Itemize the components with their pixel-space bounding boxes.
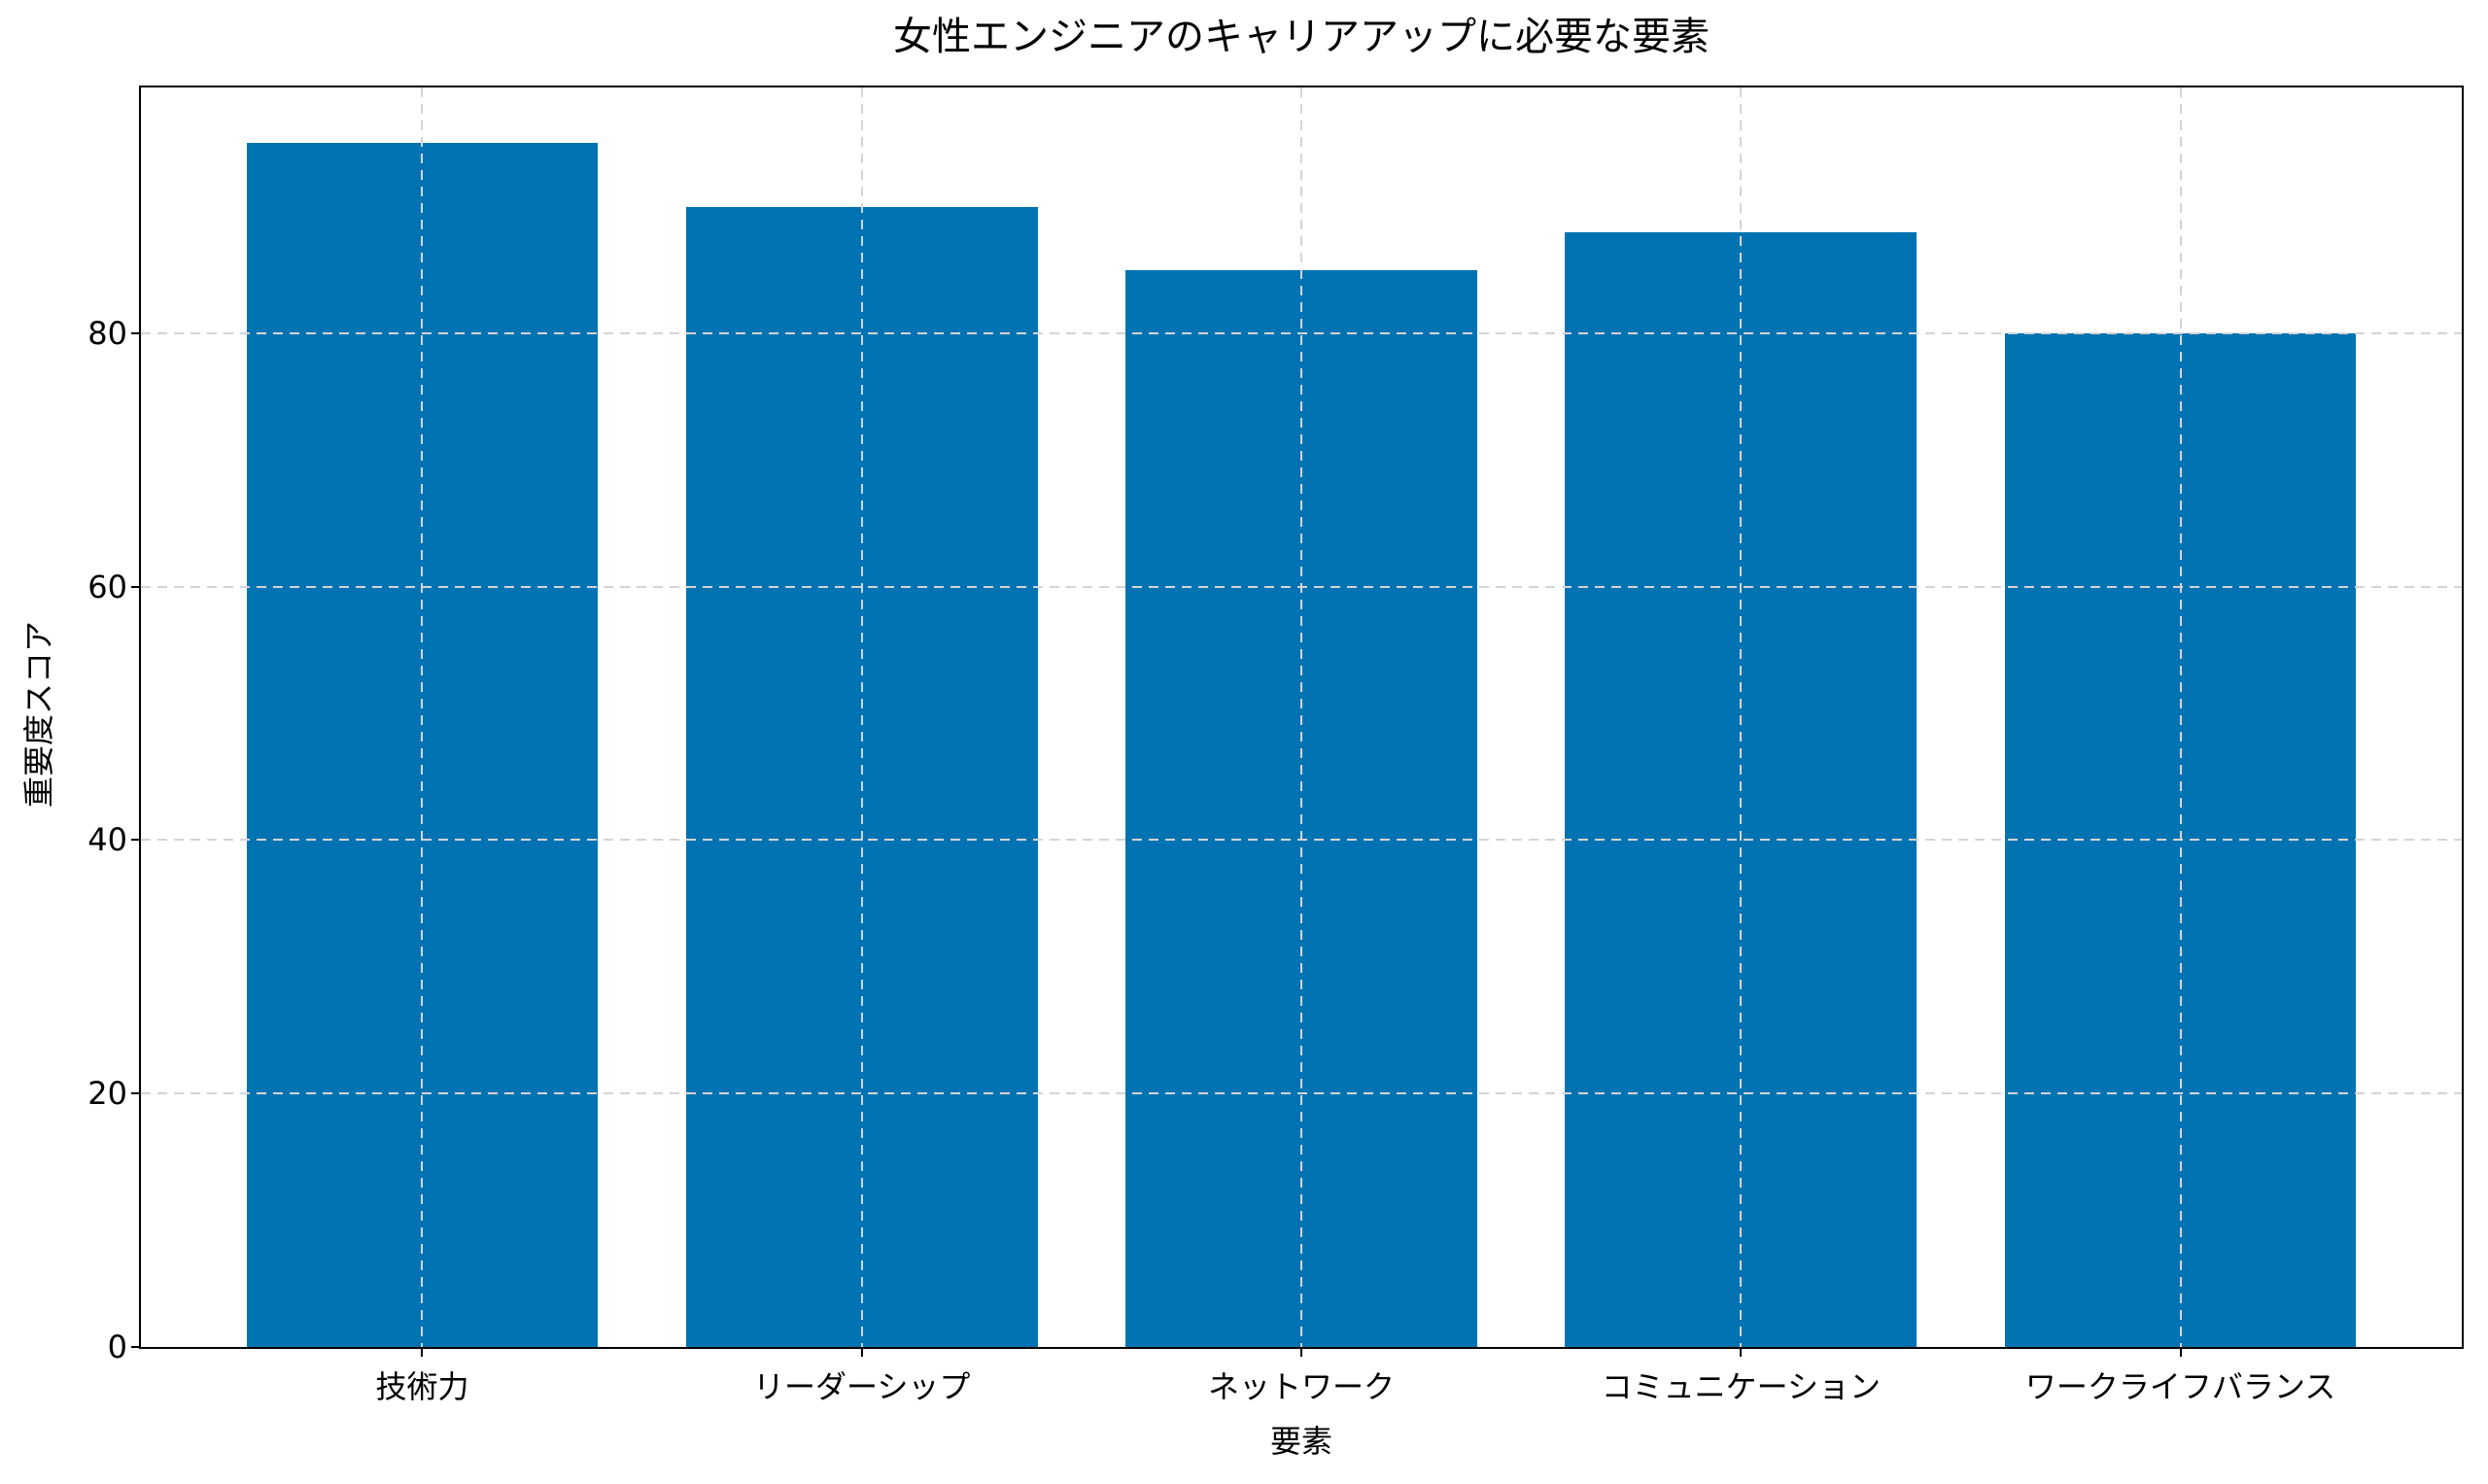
chart-title: 女性エンジニアのキャリアアップに必要な要素: [893, 15, 1710, 59]
x-axis-label: 要素: [1269, 1423, 1332, 1460]
vertical-gridline: [860, 87, 863, 1347]
y-tick-label: 40: [87, 821, 127, 859]
vertical-gridline: [1300, 87, 1302, 1347]
y-axis-label: 重要度スコア: [20, 620, 57, 809]
x-tick-label: ネットワーク: [1207, 1368, 1396, 1405]
y-tick: [131, 1346, 141, 1348]
x-tick-label: コミュニケーション: [1601, 1368, 1881, 1405]
vertical-gridline: [1740, 87, 1743, 1347]
plot-area: 0 20 40 60 80 技術力 リーダーシップ ネットワーク コミュニケーション ワークライフ…: [87, 86, 2464, 1405]
y-tick-label: 80: [87, 314, 127, 352]
x-tick-label: ワークライフバランス: [2024, 1368, 2336, 1405]
x-tick: [1740, 1347, 1743, 1357]
y-tick: [131, 1092, 141, 1095]
y-tick: [131, 839, 141, 842]
x-tick: [421, 1347, 424, 1357]
vertical-gridline: [421, 87, 424, 1347]
x-tick: [2179, 1347, 2182, 1357]
x-tick-label: 技術力: [375, 1368, 469, 1405]
y-tick: [131, 585, 141, 588]
y-tick-label: 0: [107, 1329, 127, 1365]
x-tick-label: リーダーシップ: [753, 1368, 971, 1405]
y-tick: [131, 331, 141, 334]
x-tick: [860, 1347, 863, 1357]
y-tick-label: 60: [87, 568, 127, 605]
y-tick-label: 20: [87, 1075, 127, 1113]
vertical-gridline: [2179, 87, 2182, 1347]
x-tick: [1300, 1347, 1302, 1357]
